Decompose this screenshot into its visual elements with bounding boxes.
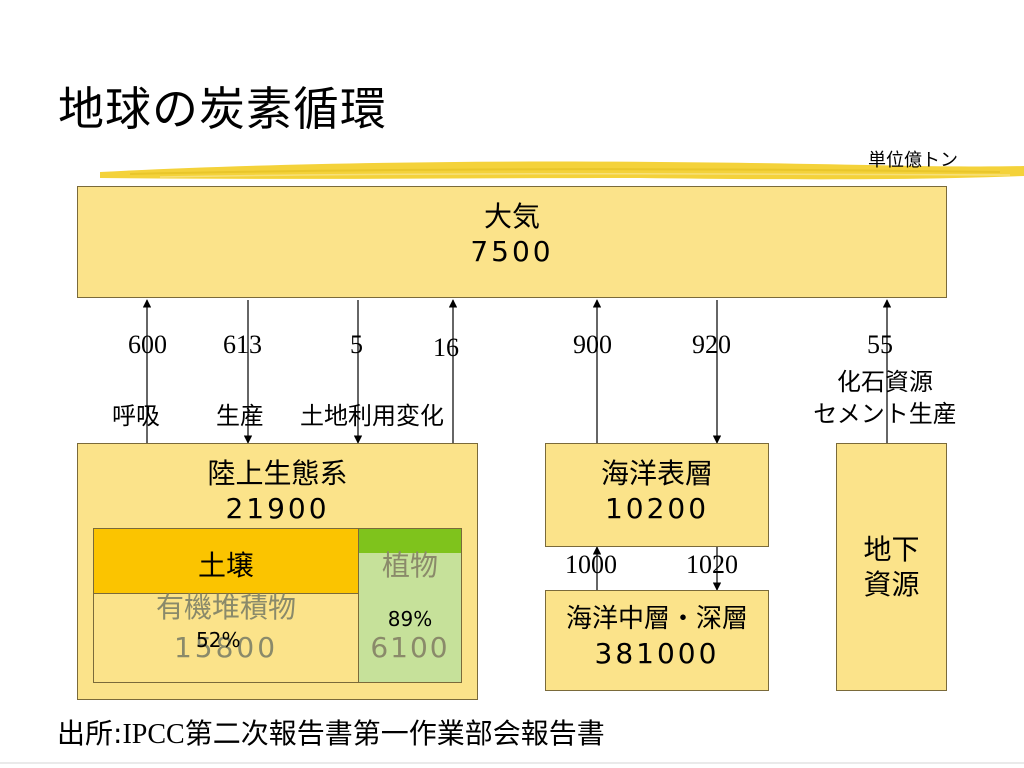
flow-value-production: 613 (223, 330, 262, 359)
underground-line1: 地下 (863, 533, 920, 566)
page-title: 地球の炭素循環 (58, 82, 387, 136)
source-citation: 出所:IPCC第二次報告書第一作業部会報告書 (57, 712, 605, 752)
flow-value-ocean-out: 900 (573, 330, 612, 359)
plant-percent: 89% (387, 607, 433, 631)
plant-value: 6100 (370, 631, 450, 664)
ocean-surface-label: 海洋表層 (600, 457, 713, 490)
ocean-surface-value: 10200 (604, 492, 710, 525)
ocean-deep-box: 海洋中層・深層 381000 (545, 590, 769, 691)
plant-header (359, 529, 461, 553)
ocean-flow-up-value: 1020 (686, 550, 738, 579)
flow-value-ocean-in: 920 (692, 330, 731, 359)
soil-sub-label: 有機堆積物 (155, 591, 296, 624)
source-org: IPCC (122, 719, 185, 750)
flow-label-fossil: 化石資源 セメント生産 (790, 366, 980, 431)
soil-box (93, 593, 359, 683)
flow-value-fossil: 55 (867, 330, 893, 359)
soil-header (93, 528, 359, 594)
soil-percent: 52% (196, 628, 241, 652)
flow-label-production: 生産 (216, 402, 264, 430)
atmosphere-label: 大気 (483, 200, 540, 233)
underground-box: 地下 資源 (836, 443, 947, 691)
source-rest: 第二次報告書第一作業部会報告書 (184, 717, 605, 750)
flow-value-land-in: 5 (350, 330, 363, 359)
land-label: 陸上生態系 (207, 457, 348, 490)
flow-value-land-use: 16 (433, 333, 459, 362)
flow-label-fossil-line1: 化石資源 (837, 368, 933, 396)
highlight-stroke (100, 161, 1024, 180)
ocean-flow-down-value: 1000 (565, 550, 617, 579)
plant-box (358, 528, 462, 683)
source-prefix: 出所: (57, 717, 123, 750)
footer-divider (0, 762, 1024, 764)
flow-label-land-use: 土地利用変化 (300, 402, 444, 430)
soil-label: 土壌 (197, 549, 254, 582)
soil-value: 15800 (173, 631, 279, 664)
ocean-surface-box: 海洋表層 10200 (545, 443, 769, 547)
plant-label: 植物 (381, 549, 438, 582)
atmosphere-value: 7500 (470, 235, 554, 268)
unit-label: 単位億トン (868, 150, 958, 171)
ocean-deep-value: 381000 (594, 636, 720, 670)
flow-label-fossil-line2: セメント生産 (813, 400, 957, 429)
flow-label-respiration: 呼吸 (112, 402, 160, 430)
underground-line2: 資源 (863, 568, 920, 601)
atmosphere-box: 大気 7500 (77, 186, 947, 298)
flow-value-respiration: 600 (128, 330, 167, 359)
ocean-deep-label: 海洋中層・深層 (565, 604, 748, 634)
land-value: 21900 (225, 492, 330, 525)
